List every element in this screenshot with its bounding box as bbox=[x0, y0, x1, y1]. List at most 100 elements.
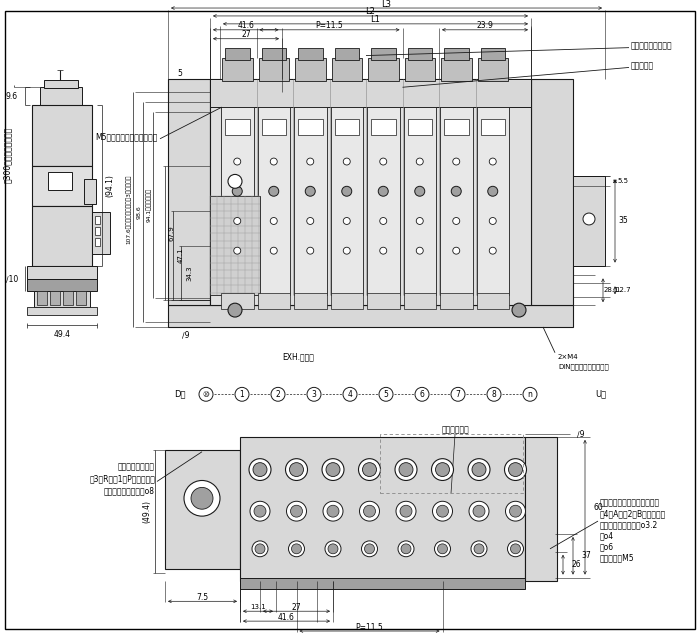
Bar bbox=[440, 107, 473, 295]
Bar bbox=[298, 119, 323, 135]
Circle shape bbox=[395, 458, 417, 481]
Circle shape bbox=[325, 541, 341, 557]
Bar bbox=[477, 107, 509, 295]
Circle shape bbox=[416, 247, 424, 254]
Bar bbox=[525, 437, 557, 581]
Circle shape bbox=[378, 186, 388, 196]
Bar bbox=[84, 179, 96, 204]
Circle shape bbox=[415, 387, 429, 401]
Text: 適用チューブ外径：o8: 適用チューブ外径：o8 bbox=[104, 486, 155, 495]
Bar bbox=[222, 58, 253, 81]
Bar bbox=[95, 227, 100, 235]
Circle shape bbox=[307, 217, 314, 224]
Bar bbox=[27, 266, 97, 280]
Circle shape bbox=[249, 458, 271, 481]
Circle shape bbox=[365, 544, 374, 553]
Circle shape bbox=[288, 541, 304, 557]
Circle shape bbox=[322, 458, 344, 481]
Circle shape bbox=[414, 186, 425, 196]
Text: 7.5: 7.5 bbox=[197, 593, 209, 602]
Bar bbox=[240, 437, 525, 581]
Circle shape bbox=[199, 387, 213, 401]
Circle shape bbox=[510, 505, 522, 517]
Circle shape bbox=[505, 458, 526, 481]
Bar bbox=[258, 58, 289, 81]
Bar bbox=[294, 294, 326, 309]
Bar bbox=[221, 107, 253, 295]
Bar bbox=[44, 81, 78, 88]
Text: 41.6: 41.6 bbox=[278, 612, 295, 622]
Text: 8: 8 bbox=[491, 390, 496, 399]
Bar bbox=[27, 280, 97, 291]
Circle shape bbox=[453, 217, 460, 224]
Circle shape bbox=[488, 186, 498, 196]
Circle shape bbox=[379, 217, 386, 224]
Text: (94.1): (94.1) bbox=[106, 174, 115, 197]
Text: EXH.吹出口: EXH.吹出口 bbox=[282, 352, 314, 361]
Circle shape bbox=[253, 463, 267, 477]
Circle shape bbox=[512, 303, 526, 317]
Circle shape bbox=[583, 213, 595, 225]
Circle shape bbox=[290, 463, 304, 477]
Text: 26: 26 bbox=[571, 560, 580, 569]
Circle shape bbox=[270, 217, 277, 224]
Text: 35: 35 bbox=[618, 216, 628, 226]
Bar bbox=[165, 450, 240, 569]
Text: ワンタッチ管継手: ワンタッチ管継手 bbox=[118, 462, 155, 471]
Bar bbox=[407, 119, 432, 135]
Circle shape bbox=[254, 505, 266, 517]
Bar bbox=[444, 48, 468, 60]
Bar bbox=[27, 307, 97, 315]
Bar bbox=[440, 294, 473, 309]
Bar bbox=[225, 48, 249, 60]
Circle shape bbox=[255, 544, 265, 553]
Text: 98.6: 98.6 bbox=[136, 205, 141, 219]
Bar bbox=[95, 238, 100, 246]
Circle shape bbox=[435, 463, 449, 477]
Circle shape bbox=[451, 387, 465, 401]
Circle shape bbox=[184, 481, 220, 516]
Text: 12.7: 12.7 bbox=[615, 287, 631, 294]
Text: インジケータランプ: インジケータランプ bbox=[631, 41, 673, 50]
Text: 23.9: 23.9 bbox=[477, 22, 494, 30]
Circle shape bbox=[228, 303, 242, 317]
Circle shape bbox=[400, 505, 412, 517]
Circle shape bbox=[379, 158, 386, 165]
Circle shape bbox=[489, 158, 496, 165]
Text: ：o6: ：o6 bbox=[600, 542, 614, 552]
Text: L3: L3 bbox=[382, 0, 391, 9]
Circle shape bbox=[453, 158, 460, 165]
Text: 上配管の場合: 上配管の場合 bbox=[441, 425, 469, 434]
Bar bbox=[32, 105, 92, 167]
Bar bbox=[477, 294, 509, 309]
Text: 37: 37 bbox=[581, 551, 591, 560]
Circle shape bbox=[234, 247, 241, 254]
Circle shape bbox=[469, 501, 489, 521]
Circle shape bbox=[437, 505, 449, 517]
Circle shape bbox=[401, 544, 411, 553]
Bar bbox=[168, 305, 573, 327]
Circle shape bbox=[416, 158, 424, 165]
Circle shape bbox=[269, 186, 279, 196]
Bar bbox=[480, 48, 505, 60]
Circle shape bbox=[343, 247, 350, 254]
Circle shape bbox=[508, 463, 522, 477]
Text: 107.6（ダブル，デュアル3ポート数）: 107.6（ダブル，デュアル3ポート数） bbox=[126, 175, 132, 244]
Bar bbox=[258, 294, 290, 309]
Text: 5: 5 bbox=[178, 69, 183, 78]
Bar bbox=[168, 79, 210, 305]
Text: 13.1: 13.1 bbox=[250, 604, 266, 611]
Text: 約300（リード線長さ）: 約300（リード線長さ） bbox=[3, 127, 11, 183]
Text: ⑩: ⑩ bbox=[202, 390, 209, 399]
Text: 3: 3 bbox=[312, 390, 316, 399]
Circle shape bbox=[232, 186, 242, 196]
Circle shape bbox=[431, 458, 454, 481]
Bar bbox=[95, 216, 100, 224]
Circle shape bbox=[505, 501, 526, 521]
Bar bbox=[403, 107, 436, 295]
Text: 4: 4 bbox=[348, 390, 352, 399]
Text: 60: 60 bbox=[593, 503, 603, 512]
Text: 28.1: 28.1 bbox=[603, 287, 619, 294]
Bar bbox=[63, 291, 73, 305]
Text: 49.4: 49.4 bbox=[53, 330, 71, 339]
